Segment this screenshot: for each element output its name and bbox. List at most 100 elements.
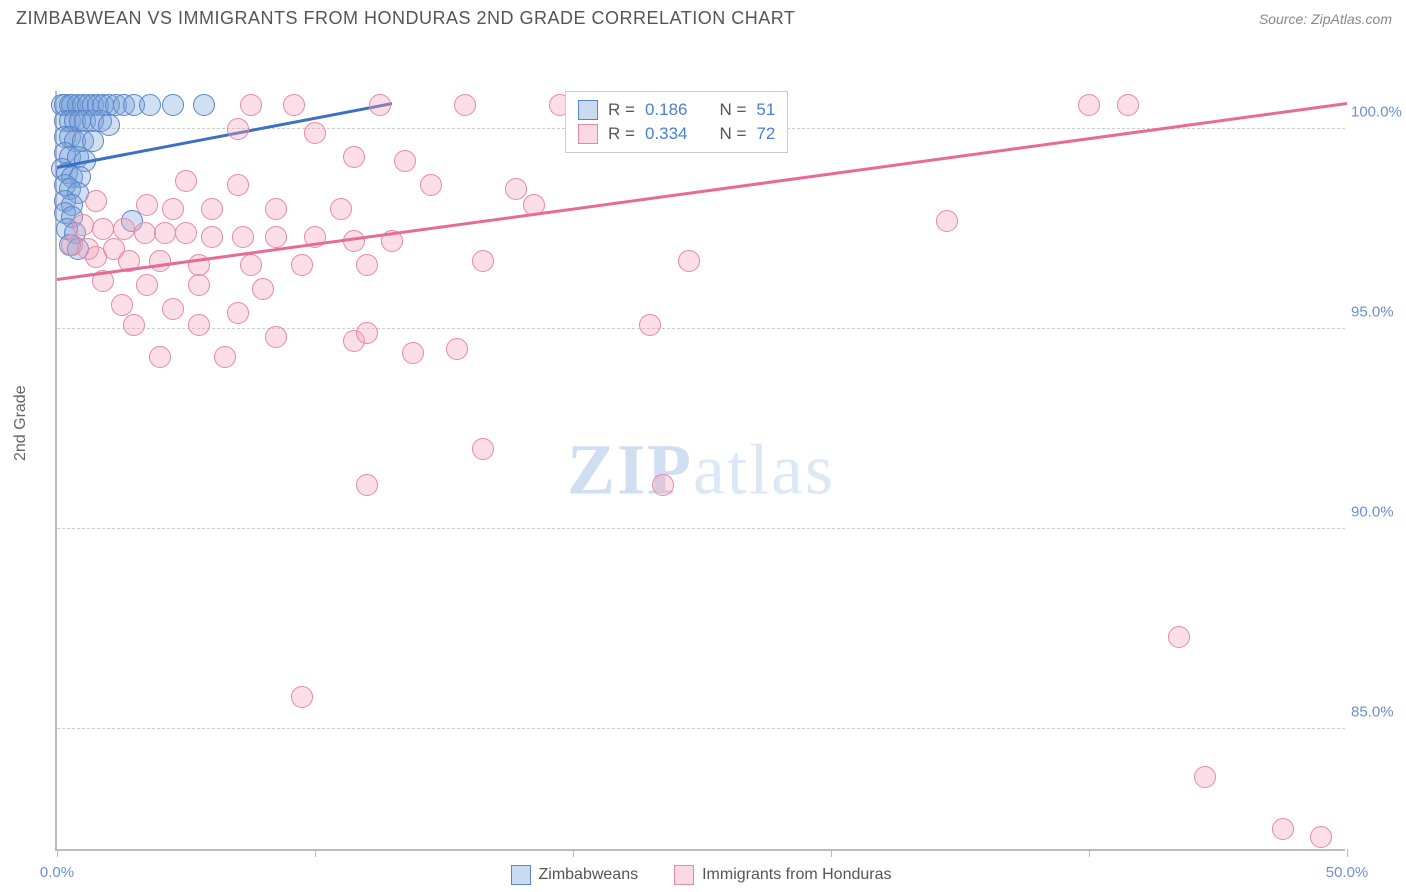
data-point-honduras [936, 210, 958, 232]
data-point-honduras [201, 226, 223, 248]
data-point-honduras [175, 222, 197, 244]
data-point-honduras [136, 194, 158, 216]
chart-title: ZIMBABWEAN VS IMMIGRANTS FROM HONDURAS 2… [16, 8, 795, 29]
data-point-honduras [1272, 818, 1294, 840]
source-credit: Source: ZipAtlas.com [1259, 11, 1392, 27]
y-tick-label: 90.0% [1351, 504, 1406, 521]
y-tick-label: 85.0% [1351, 704, 1406, 721]
y-tick-label: 100.0% [1351, 104, 1406, 121]
data-point-honduras [369, 94, 391, 116]
data-point-honduras [446, 338, 468, 360]
data-point-honduras [304, 122, 326, 144]
data-point-honduras [1310, 826, 1332, 848]
stats-r-value: 0.334 [645, 124, 688, 144]
legend-swatch-pink [578, 124, 598, 144]
x-tick [831, 849, 832, 857]
data-point-honduras [188, 314, 210, 336]
watermark: ZIPatlas [567, 429, 835, 512]
x-tick [315, 849, 316, 857]
stats-n-value: 51 [756, 100, 775, 120]
data-point-honduras [154, 222, 176, 244]
legend-item-blue: Zimbabweans [511, 865, 639, 885]
data-point-honduras [291, 686, 313, 708]
stats-box: R = 0.186 N = 51R = 0.334 N = 72 [565, 91, 788, 153]
data-point-zimbabweans [193, 94, 215, 116]
data-point-honduras [356, 322, 378, 344]
data-point-honduras [227, 174, 249, 196]
data-point-honduras [1194, 766, 1216, 788]
chart-container: 2nd Grade ZIPatlas ZimbabweansImmigrants… [0, 41, 1406, 891]
data-point-honduras [240, 94, 262, 116]
data-point-zimbabweans [139, 94, 161, 116]
legend-swatch-pink [674, 865, 694, 885]
data-point-honduras [113, 218, 135, 240]
legend-swatch-blue [511, 865, 531, 885]
data-point-honduras [1117, 94, 1139, 116]
gridline-h [57, 328, 1345, 329]
data-point-honduras [175, 170, 197, 192]
data-point-honduras [162, 198, 184, 220]
stats-row-honduras: R = 0.334 N = 72 [578, 122, 775, 146]
data-point-honduras [85, 246, 107, 268]
data-point-honduras [85, 190, 107, 212]
legend-label: Zimbabweans [539, 866, 639, 884]
data-point-honduras [265, 226, 287, 248]
legend-bottom: Zimbabweans Immigrants from Honduras [57, 865, 1345, 885]
data-point-honduras [394, 150, 416, 172]
chart-header: ZIMBABWEAN VS IMMIGRANTS FROM HONDURAS 2… [0, 0, 1406, 41]
data-point-honduras [123, 314, 145, 336]
plot-area: ZIPatlas ZimbabweansImmigrants from Hond… [55, 91, 1345, 851]
stats-r-label: R = [608, 124, 635, 144]
data-point-honduras [283, 94, 305, 116]
data-point-honduras [111, 294, 133, 316]
data-point-honduras [356, 254, 378, 276]
data-point-honduras [72, 214, 94, 236]
stats-n-label: N = [719, 100, 746, 120]
data-point-honduras [134, 222, 156, 244]
stats-n-label: N = [719, 124, 746, 144]
data-point-honduras [343, 146, 365, 168]
legend-item-pink: Immigrants from Honduras [674, 865, 891, 885]
stats-n-value: 72 [756, 124, 775, 144]
data-point-honduras [505, 178, 527, 200]
gridline-h [57, 528, 1345, 529]
data-point-honduras [149, 346, 171, 368]
stats-row-zimbabweans: R =0.186N =51 [578, 98, 775, 122]
x-tick-label: 50.0% [1326, 864, 1369, 881]
data-point-honduras [265, 198, 287, 220]
data-point-honduras [330, 198, 352, 220]
data-point-honduras [356, 474, 378, 496]
source-name: ZipAtlas.com [1311, 11, 1392, 27]
data-point-honduras [291, 254, 313, 276]
stats-r-value: 0.186 [645, 100, 688, 120]
data-point-honduras [420, 174, 442, 196]
watermark-rest: atlas [693, 430, 835, 510]
data-point-honduras [227, 118, 249, 140]
data-point-honduras [472, 250, 494, 272]
x-tick [1347, 849, 1348, 857]
x-tick-label: 0.0% [40, 864, 74, 881]
legend-label: Immigrants from Honduras [702, 866, 891, 884]
data-point-honduras [454, 94, 476, 116]
data-point-honduras [92, 218, 114, 240]
data-point-honduras [639, 314, 661, 336]
data-point-honduras [1168, 626, 1190, 648]
data-point-zimbabweans [162, 94, 184, 116]
x-tick [573, 849, 574, 857]
data-point-honduras [652, 474, 674, 496]
data-point-honduras [162, 298, 184, 320]
data-point-honduras [214, 346, 236, 368]
data-point-honduras [1078, 94, 1100, 116]
data-point-honduras [252, 278, 274, 300]
data-point-honduras [188, 274, 210, 296]
y-axis-label: 2nd Grade [12, 385, 30, 461]
data-point-honduras [472, 438, 494, 460]
data-point-honduras [232, 226, 254, 248]
data-point-honduras [227, 302, 249, 324]
data-point-honduras [265, 326, 287, 348]
data-point-honduras [678, 250, 700, 272]
gridline-h [57, 728, 1345, 729]
watermark-bold: ZIP [567, 430, 693, 510]
data-point-honduras [240, 254, 262, 276]
data-point-honduras [201, 198, 223, 220]
